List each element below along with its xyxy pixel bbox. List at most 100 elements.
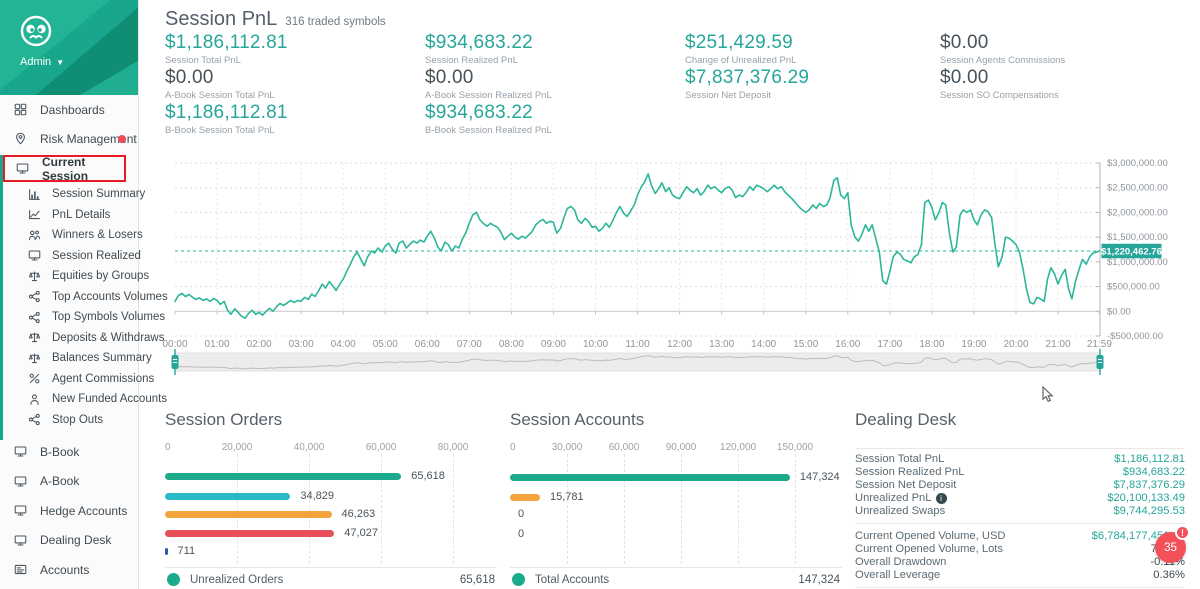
svg-text:$1,220,462.76: $1,220,462.76 [1101, 246, 1162, 257]
legend-row[interactable]: Unrealized Orders 65,618 [165, 572, 497, 589]
stat-column: $0.00 Session Agents Commissions $0.00 Sess… [940, 33, 1190, 103]
sidebar-item-label: Top Accounts Volumes [52, 290, 168, 303]
stat-value: $0.00 [165, 67, 214, 88]
sidebar-item-dashboards[interactable]: Dashboards [0, 95, 138, 124]
sidebar-item-a-book[interactable]: A-Book [0, 467, 138, 497]
sidebar-item-b-book[interactable]: B-Book [0, 437, 138, 467]
title-row: Session PnL 316 traded symbols [165, 8, 386, 31]
legend-row[interactable]: Total Accounts 147,324 [510, 572, 842, 589]
bar-axis-label: 80,000 [437, 442, 469, 453]
sidebar-item-stop-outs[interactable]: Stop Outs [0, 410, 138, 431]
monitor-icon [16, 162, 30, 175]
legend-label: Total Accounts [535, 574, 610, 586]
bar-value: 46,263 [341, 508, 376, 520]
y-axis-label: $1,500,000.00 [1107, 232, 1168, 243]
bar-unrealized-orders-2[interactable] [165, 510, 332, 518]
bar-total-accounts-0[interactable] [510, 473, 790, 481]
stat-column: $1,186,112.81 Session Total PnL $0.00 A-Boo… [165, 33, 415, 138]
sidebar-item-hedge-accounts[interactable]: Hedge Accounts [0, 496, 138, 526]
sidebar-item-label: Balances Summary [52, 352, 152, 365]
bar-value: 147,324 [799, 471, 840, 483]
sidebar-item-agent-commissions[interactable]: Agent Commissions [0, 369, 154, 390]
dd-row-overall-leverage: Overall Leverage 0.36% [855, 569, 1185, 582]
alert-badge[interactable]: ! [1175, 525, 1190, 540]
sidebar-item-deposits-withdraws[interactable]: Deposits & Withdraws [0, 328, 164, 349]
alert-dot [118, 134, 126, 143]
stat-b-book-session-realized-pnl: $934,683.22 B-Book Session Realized PnL [425, 103, 675, 138]
sidebar-item-winners-losers[interactable]: Winners & Losers [0, 225, 143, 246]
sidebar-item-top-accounts-volumes[interactable]: Top Accounts Volumes [0, 287, 168, 308]
legend-dot [167, 573, 180, 586]
bar-total-accounts-1[interactable] [510, 493, 540, 501]
info-icon[interactable]: i [935, 492, 947, 504]
bar-unrealized-orders-1[interactable] [165, 492, 291, 500]
admin-avatar-icon [17, 14, 55, 59]
divider [855, 586, 1185, 588]
monitor-icon [14, 534, 28, 547]
stat-label: B-Book Session Total PnL [165, 125, 275, 136]
brush-handle-right[interactable] [1096, 349, 1104, 375]
stats-grid: $1,186,112.81 Session Total PnL $0.00 A-Boo… [165, 33, 1195, 138]
x-axis-label: 02:00 [247, 339, 272, 350]
sidebar: Admin ▼ Dashboards Risk Management Curren… [0, 0, 168, 589]
x-axis-label: 06:00 [415, 339, 440, 350]
sidebar-item-current-session[interactable]: Current Session [3, 155, 126, 183]
sidebar-item-top-symbols-volumes[interactable]: Top Symbols Volumes [0, 307, 165, 328]
sidebar-item-label: Session Realized [52, 249, 141, 262]
session-pnl-chart[interactable]: $3,000,000.00 $2,500,000.00 $2,000,000.00 $… [160, 150, 1200, 385]
gridline [567, 454, 568, 564]
sidebar-item-accounts[interactable]: Accounts [0, 555, 138, 585]
sidebar-item-dealing-desk[interactable]: Dealing Desk [0, 526, 138, 556]
bar-unrealized-orders-0[interactable] [165, 472, 402, 480]
monitor-icon [28, 249, 42, 262]
gridline [624, 454, 625, 564]
dd-label: Current Opened Volume, USD [855, 529, 1006, 542]
x-axis-label: 18:00 [919, 339, 944, 350]
sidebar-item-pnl-details[interactable]: PnL Details [0, 205, 138, 226]
x-axis-label: 16:00 [835, 339, 860, 350]
scale-icon [28, 331, 42, 344]
stat-column: $251,429.59 Change of Unrealized PnL $7,83… [685, 33, 935, 103]
gridline [681, 454, 682, 564]
stat-change-of-unrealized-pnl: $251,429.59 Change of Unrealized PnL [685, 33, 935, 68]
sidebar-item-label: New Funded Accounts [52, 393, 168, 406]
bar-unrealized-orders-3[interactable] [165, 529, 335, 537]
y-axis-label: $2,500,000.00 [1107, 183, 1168, 194]
person-icon [28, 393, 42, 406]
stat-label: A-Book Session Realized PnL [425, 90, 552, 101]
bar-axis-label: 0 [510, 442, 516, 453]
sidebar-item-session-summary[interactable]: Session Summary [0, 184, 145, 205]
brush-handle-left[interactable] [171, 349, 179, 375]
stat-label: B-Book Session Realized PnL [425, 125, 552, 136]
admin-menu[interactable]: Admin ▼ [20, 56, 64, 68]
card-icon [14, 563, 28, 576]
sidebar-item-session-realized[interactable]: Session Realized [0, 246, 141, 267]
bar-unrealized-orders-4[interactable] [165, 547, 168, 555]
sidebar-submenu: Session Summary PnL Details Winners & Lose… [0, 184, 168, 431]
chart-brush-track[interactable] [174, 352, 1101, 372]
sidebar-item-equities-by-groups[interactable]: Equities by Groups [0, 266, 149, 287]
x-axis-label: 21:00 [1046, 339, 1071, 350]
sidebar-item-risk-management[interactable]: Risk Management [0, 124, 138, 153]
monitor-icon [14, 475, 28, 488]
dd-label: Overall Drawdown [855, 555, 947, 568]
stat-value: $0.00 [940, 67, 989, 88]
x-axis-label: 20:00 [1003, 339, 1028, 350]
stat-label: Session Agents Commissions [940, 55, 1066, 66]
stat-value: $1,186,112.81 [165, 32, 288, 53]
dd-row-unrealized-swaps: Unrealized Swaps $9,744,295.53 [855, 505, 1185, 518]
sidebar-item-label: Hedge Accounts [40, 503, 128, 518]
bar-axis-label: 60,000 [608, 442, 640, 453]
dd-row-session-total-pnl: Session Total PnL $1,186,112.81 [855, 452, 1185, 465]
sidebar-item-balances-summary[interactable]: Balances Summary [0, 348, 152, 369]
x-axis-label: 09:00 [541, 339, 566, 350]
dd-row-current-opened-volume-usd: Current Opened Volume, USD $6,784,177,451… [855, 529, 1185, 542]
sidebar-item-new-funded-accounts[interactable]: New Funded Accounts [0, 389, 167, 410]
stat-label: Change of Unrealized PnL [685, 55, 797, 66]
stat-value: $0.00 [425, 67, 474, 88]
gridline [453, 454, 454, 564]
x-axis-label: 03:00 [289, 339, 314, 350]
dealing-desk-panel: Dealing Desk Session Total PnL $1,186,112… [855, 410, 1185, 589]
stat-a-book-session-realized-pnl: $0.00 A-Book Session Realized PnL [425, 68, 675, 103]
